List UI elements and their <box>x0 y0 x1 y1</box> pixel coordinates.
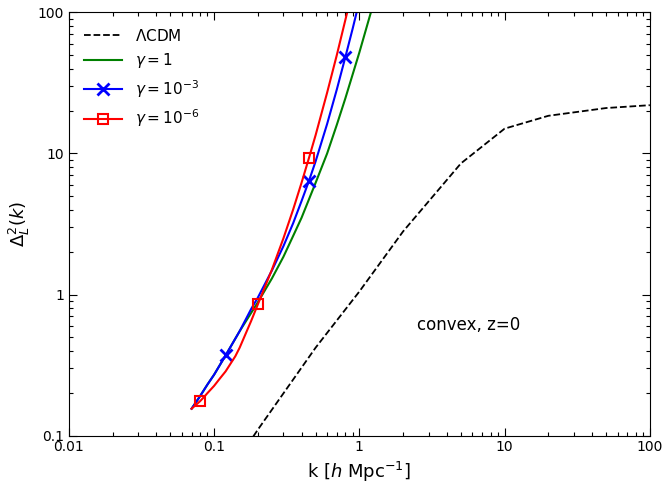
Y-axis label: $\Delta^2_L(k)$: $\Delta^2_L(k)$ <box>7 201 32 247</box>
X-axis label: k [$h$ Mpc$^{-1}$]: k [$h$ Mpc$^{-1}$] <box>308 460 411 484</box>
Legend: $\Lambda$CDM, $\gamma=1$, $\gamma=10^{-3}$, $\gamma=10^{-6}$: $\Lambda$CDM, $\gamma=1$, $\gamma=10^{-3… <box>76 20 206 136</box>
Text: convex, z=0: convex, z=0 <box>417 316 521 334</box>
